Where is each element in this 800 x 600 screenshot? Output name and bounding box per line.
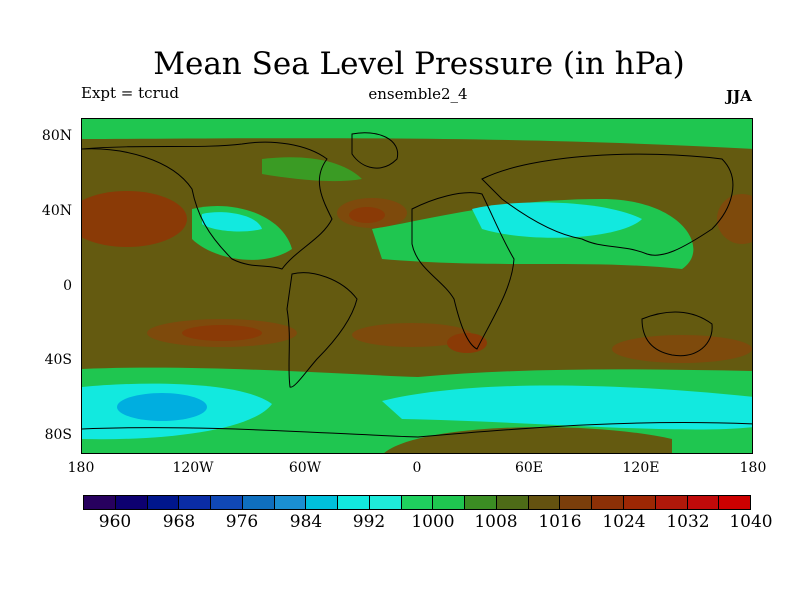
azores-high-core <box>349 207 385 223</box>
colorbar-swatch <box>465 496 497 509</box>
north-america-coast <box>82 141 333 270</box>
colorbar-swatch <box>84 496 116 509</box>
europe-africa-coast <box>411 192 515 350</box>
lat-label-40s: 40S <box>44 352 72 368</box>
colorbar-swatch <box>306 496 339 509</box>
colorbar-swatch <box>687 496 720 509</box>
colorbar-label-1008: 1008 <box>474 512 518 532</box>
south-atlantic-high <box>352 323 472 347</box>
ensemble-label: ensemble2_4 <box>368 85 468 103</box>
asia-coast <box>481 153 734 256</box>
lat-label-40n: 40N <box>41 203 72 219</box>
colorbar-label-1032: 1032 <box>666 512 710 532</box>
lon-label-120w: 120W <box>172 460 214 476</box>
colorbar-swatch <box>401 496 434 509</box>
south-africa-high <box>447 333 487 353</box>
colorbar-label-1016: 1016 <box>538 512 582 532</box>
colorbar-swatch <box>369 496 402 509</box>
australian-high <box>612 335 752 363</box>
colorbar-label-1024: 1024 <box>602 512 646 532</box>
colorbar-label-968: 968 <box>162 512 196 532</box>
season-label: JJA <box>726 87 752 105</box>
lon-label-60w: 60W <box>288 460 322 476</box>
south-pacific-high-core <box>182 325 262 341</box>
north-pacific-high <box>82 191 187 247</box>
colorbar-label-960: 960 <box>98 512 132 532</box>
lat-label-0: 0 <box>63 278 72 294</box>
colorbar-swatch <box>528 496 561 509</box>
colorbar-label-976: 976 <box>225 512 259 532</box>
colorbar-swatch <box>592 496 625 509</box>
colorbar-swatch <box>719 496 751 509</box>
lon-label-180w: 180 <box>67 460 95 476</box>
colorbar-swatch <box>179 496 212 509</box>
lon-label-120e: 120E <box>622 460 660 476</box>
colorbar-swatch <box>147 496 180 509</box>
north-atlantic-band <box>262 157 362 182</box>
south-pacific-low-core <box>117 393 207 421</box>
west-pacific-high <box>717 194 752 244</box>
north-america-cyan <box>202 212 262 232</box>
experiment-label: Expt = tcrud <box>81 84 180 102</box>
asian-low-cyan <box>472 202 642 238</box>
pressure-map <box>81 118 753 454</box>
australia-coast <box>641 311 713 357</box>
colorbar-swatch <box>433 496 466 509</box>
lon-label-180e: 180 <box>739 460 767 476</box>
lat-label-80n: 80N <box>41 128 72 144</box>
colorbar-label-984: 984 <box>289 512 323 532</box>
colorbar-swatch <box>496 496 529 509</box>
south-america-coast <box>286 272 358 388</box>
colorbar-swatch <box>211 496 243 509</box>
colorbar-label-1000: 1000 <box>411 512 455 532</box>
colorbar-swatch <box>655 496 688 509</box>
lon-label-0: 0 <box>412 460 422 476</box>
colorbar-label-1040: 1040 <box>729 512 773 532</box>
map-title: Mean Sea Level Pressure (in hPa) <box>153 46 685 82</box>
colorbar-swatch <box>624 496 656 509</box>
colorbar-label-992: 992 <box>352 512 386 532</box>
colorbar-swatch <box>274 496 307 509</box>
lon-label-60e: 60E <box>514 460 544 476</box>
antarctica-coast <box>82 421 752 438</box>
colorbar-swatch <box>338 496 370 509</box>
pressure-map-svg <box>82 119 752 453</box>
colorbar <box>83 495 751 510</box>
south-indian-low-cyan <box>382 385 752 430</box>
colorbar-swatch <box>242 496 275 509</box>
greenland-coast <box>351 132 399 169</box>
colorbar-swatch <box>115 496 148 509</box>
colorbar-swatch <box>560 496 593 509</box>
lat-label-80s: 80S <box>44 427 72 443</box>
arctic-low <box>82 119 752 149</box>
